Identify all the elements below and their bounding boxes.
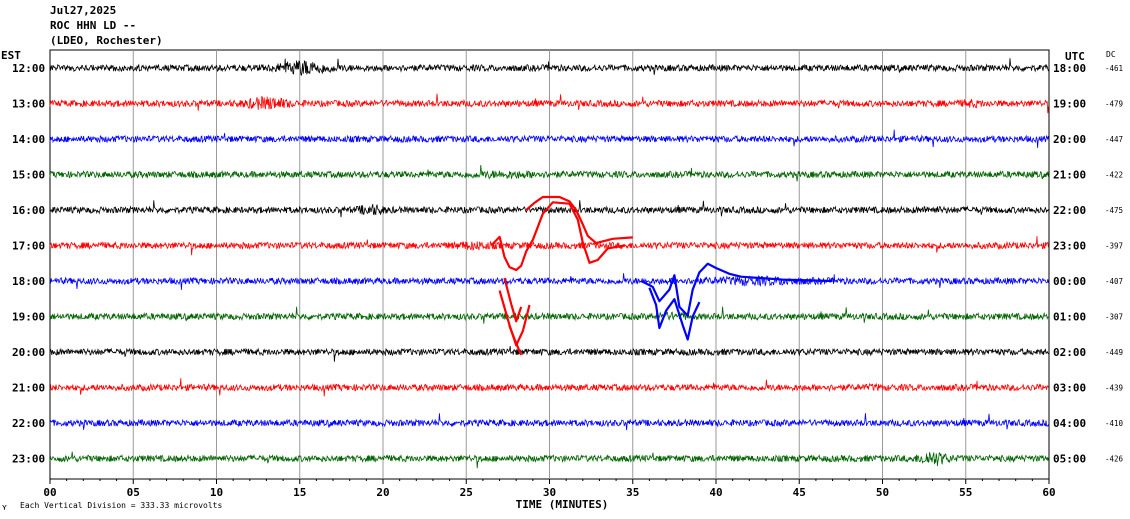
trace-row	[49, 58, 1049, 76]
utc-label: 22:00	[1053, 204, 1086, 217]
trace-excursion	[525, 195, 633, 245]
trace-excursion	[648, 287, 701, 341]
est-label: 12:00	[12, 62, 45, 75]
utc-label: 02:00	[1053, 346, 1086, 359]
dc-value: -475	[1105, 206, 1123, 215]
est-axis-label: EST	[1, 49, 21, 62]
dc-value: -307	[1105, 313, 1123, 322]
est-label: 23:00	[12, 453, 45, 466]
trace-row	[49, 346, 1049, 362]
tick-label-x: 10	[210, 486, 223, 499]
est-label: 13:00	[12, 98, 45, 111]
tick-label-x: 40	[709, 486, 722, 499]
header-date: Jul27,2025	[50, 4, 117, 17]
trace-row	[49, 164, 1049, 182]
utc-label: 23:00	[1053, 240, 1086, 253]
trace-excursion	[640, 262, 833, 317]
tick-label-x: 15	[293, 486, 306, 499]
trace-row	[49, 273, 1049, 290]
dc-value: -479	[1105, 100, 1123, 109]
est-label: 17:00	[12, 240, 45, 253]
est-label: 15:00	[12, 169, 45, 182]
trace-excursion	[508, 325, 523, 356]
dc-value: -449	[1105, 348, 1123, 357]
trace-row	[49, 306, 1049, 324]
trace-row	[49, 378, 1049, 397]
utc-label: 21:00	[1053, 169, 1086, 182]
corner-icon: ⋎	[1, 503, 7, 512]
dc-value: -461	[1105, 64, 1123, 73]
utc-label: 05:00	[1053, 453, 1086, 466]
tick-label-x: 50	[876, 486, 889, 499]
tick-label-x: 05	[127, 486, 140, 499]
scale-note: Each Vertical Division = 333.33 microvol…	[20, 501, 222, 510]
trace-row	[49, 200, 1049, 218]
labels: 00 05 10 15 20 25 30 35 40 45 50 55 60 EST UTC DC TIME (…	[1, 49, 1124, 512]
est-label: 19:00	[12, 311, 45, 324]
trace-row	[49, 451, 1049, 469]
trace-excursion	[490, 201, 625, 272]
dc-value: -426	[1105, 455, 1124, 464]
x-axis-label: TIME (MINUTES)	[516, 498, 609, 511]
trace-row	[49, 129, 1049, 148]
utc-label: 01:00	[1053, 311, 1086, 324]
utc-label: 18:00	[1053, 62, 1086, 75]
est-label: 18:00	[12, 275, 45, 288]
dc-value: -410	[1105, 419, 1124, 428]
est-label: 20:00	[12, 346, 45, 359]
dc-value: -447	[1105, 135, 1123, 144]
est-label: 16:00	[12, 204, 45, 217]
utc-label: 00:00	[1053, 275, 1086, 288]
header-network: (LDEO, Rochester)	[50, 34, 163, 47]
dc-value: -407	[1105, 277, 1123, 286]
tick-label-x: 45	[793, 486, 806, 499]
tick-label-x: 00	[43, 486, 56, 499]
tick-label-x: 35	[626, 486, 639, 499]
tick-label-x: 60	[1042, 486, 1055, 499]
utc-axis-label: UTC	[1065, 50, 1085, 63]
trace-row	[49, 236, 1049, 256]
trace-row	[49, 93, 1049, 114]
trace-row	[49, 413, 1049, 431]
utc-label: 20:00	[1053, 133, 1086, 146]
est-label: 22:00	[12, 417, 45, 430]
utc-label: 19:00	[1053, 98, 1086, 111]
utc-label: 04:00	[1053, 417, 1086, 430]
header-station: ROC HHN LD --	[50, 19, 137, 32]
dc-value: -422	[1105, 171, 1123, 180]
utc-label: 03:00	[1053, 382, 1086, 395]
tick-label-x: 55	[959, 486, 972, 499]
dc-value: -439	[1105, 384, 1123, 393]
est-label: 21:00	[12, 382, 45, 395]
dc-axis-label: DC	[1106, 50, 1116, 59]
grid	[49, 49, 1050, 484]
est-label: 14:00	[12, 133, 45, 146]
dc-value: -397	[1105, 242, 1123, 251]
tick-label-x: 25	[460, 486, 473, 499]
tick-label-x: 20	[376, 486, 389, 499]
traces	[49, 58, 1049, 469]
tick-label-x: 30	[543, 486, 556, 499]
trace-excursion	[503, 277, 523, 323]
